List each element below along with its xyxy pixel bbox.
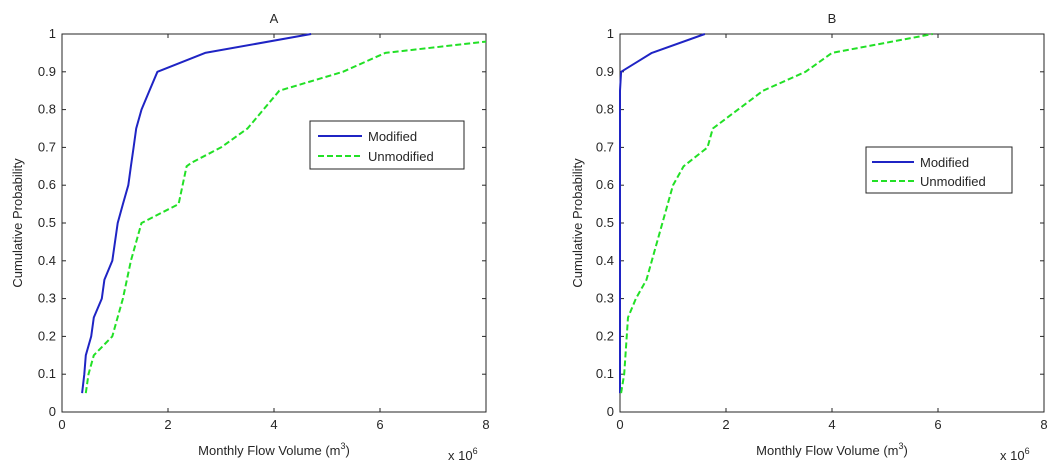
x-tick-label: 4 <box>270 417 277 432</box>
y-tick-label: 0.9 <box>38 64 56 79</box>
tick-marks <box>61 33 487 413</box>
x-tick-label: 6 <box>376 417 383 432</box>
series-line-unmodified <box>84 40 487 394</box>
y-tick-label: 0.1 <box>38 366 56 381</box>
y-tick-label: 1 <box>49 26 56 41</box>
x-multiplier-label: x 106 <box>1000 446 1030 463</box>
x-tick-label: 0 <box>58 417 65 432</box>
legend-box <box>865 146 1013 194</box>
x-axis-label: Monthly Flow Volume (m3) <box>756 441 908 458</box>
y-tick-label: 0.5 <box>596 215 614 230</box>
y-tick-label: 0.7 <box>38 139 56 154</box>
legend: Modified Unmodified <box>865 146 1013 194</box>
x-multiplier-label: x 106 <box>448 446 478 463</box>
legend-box <box>309 120 465 170</box>
y-tick-label: 0.7 <box>596 139 614 154</box>
y-tick-label: 0.4 <box>38 253 56 268</box>
x-axis-label: Monthly Flow Volume (m3) <box>198 441 350 458</box>
plot-area-frame <box>61 33 487 413</box>
y-tick-label: 0.3 <box>38 291 56 306</box>
series-lines <box>619 33 933 394</box>
plot-area-frame <box>619 33 1045 413</box>
y-tick-label: 0.8 <box>596 102 614 117</box>
y-tick-labels: 0 0.1 0.2 0.3 0.4 0.5 0.6 0.7 0.8 0.9 1 <box>38 26 56 419</box>
x-tick-label: 2 <box>722 417 729 432</box>
y-tick-label: 1 <box>607 26 614 41</box>
y-tick-labels: 0 0.1 0.2 0.3 0.4 0.5 0.6 0.7 0.8 0.9 1 <box>596 26 614 419</box>
x-tick-label: 2 <box>164 417 171 432</box>
chart-title: A <box>270 11 279 26</box>
y-tick-label: 0.1 <box>596 366 614 381</box>
series-line-modified <box>81 33 312 394</box>
series-lines <box>81 33 487 394</box>
x-tick-label: 8 <box>1040 417 1047 432</box>
y-tick-label: 0.9 <box>596 64 614 79</box>
y-axis-label: Cumulative Probability <box>570 158 585 288</box>
x-tick-label: 0 <box>616 417 623 432</box>
y-tick-label: 0.4 <box>596 253 614 268</box>
chart-title: B <box>828 11 837 26</box>
y-tick-label: 0.8 <box>38 102 56 117</box>
y-tick-label: 0.3 <box>596 291 614 306</box>
legend-label-unmodified: Unmodified <box>368 149 434 164</box>
x-tick-label: 8 <box>482 417 489 432</box>
series-line-modified <box>619 33 706 394</box>
y-axis-label: Cumulative Probability <box>10 158 25 288</box>
legend-label-modified: Modified <box>920 155 969 170</box>
y-tick-label: 0.2 <box>596 328 614 343</box>
x-tick-labels: 0 2 4 6 8 <box>616 417 1047 432</box>
x-tick-labels: 0 2 4 6 8 <box>58 417 489 432</box>
legend-label-modified: Modified <box>368 129 417 144</box>
x-tick-label: 6 <box>934 417 941 432</box>
y-tick-label: 0 <box>607 404 614 419</box>
y-tick-label: 0.6 <box>596 177 614 192</box>
panel-b: 0 2 4 6 8 0 0.1 0.2 0.3 0.4 0.5 0.6 0.7 0.8 0.9 1 B Cu… <box>570 11 1048 463</box>
x-tick-label: 4 <box>828 417 835 432</box>
legend: Modified Unmodified <box>309 120 465 170</box>
y-tick-label: 0.2 <box>38 328 56 343</box>
panel-a: 0 2 4 6 8 0 0.1 0.2 0.3 0.4 0.5 0.6 0.7 0.8 0.9 1 A Cu… <box>10 11 490 463</box>
series-line-unmodified <box>620 33 933 394</box>
y-tick-label: 0 <box>49 404 56 419</box>
y-tick-label: 0.6 <box>38 177 56 192</box>
y-tick-label: 0.5 <box>38 215 56 230</box>
legend-label-unmodified: Unmodified <box>920 174 986 189</box>
